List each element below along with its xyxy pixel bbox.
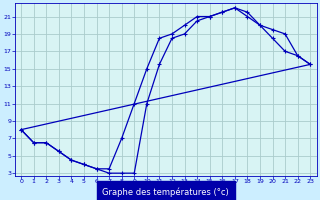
X-axis label: Graphe des températures (°c): Graphe des températures (°c): [102, 187, 229, 197]
